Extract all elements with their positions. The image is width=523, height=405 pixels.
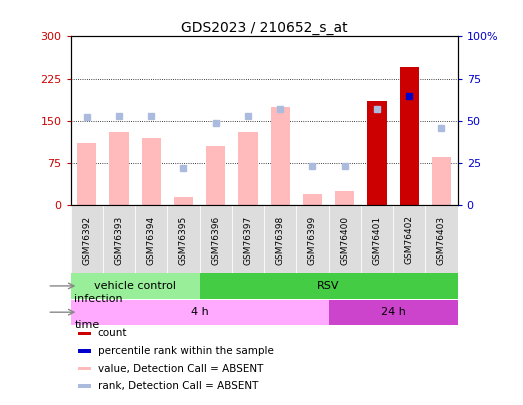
Bar xyxy=(303,194,322,205)
Bar xyxy=(361,205,393,273)
Text: count: count xyxy=(98,328,127,339)
Text: GSM76394: GSM76394 xyxy=(147,215,156,264)
Text: GSM76403: GSM76403 xyxy=(437,215,446,264)
Bar xyxy=(78,384,91,388)
Bar xyxy=(200,273,458,298)
Bar xyxy=(264,205,297,273)
Bar xyxy=(206,146,225,205)
Text: GSM76396: GSM76396 xyxy=(211,215,220,264)
Text: GSM76395: GSM76395 xyxy=(179,215,188,264)
Text: GSM76401: GSM76401 xyxy=(372,215,381,264)
Text: GSM76399: GSM76399 xyxy=(308,215,317,264)
Bar xyxy=(78,332,91,335)
Text: 24 h: 24 h xyxy=(381,307,405,317)
Text: infection: infection xyxy=(74,294,123,304)
Bar xyxy=(328,205,361,273)
Bar xyxy=(335,191,355,205)
Bar xyxy=(432,158,451,205)
Bar xyxy=(109,132,129,205)
Bar xyxy=(142,138,161,205)
Text: RSV: RSV xyxy=(317,281,340,291)
Bar xyxy=(270,107,290,205)
Bar xyxy=(71,273,200,298)
Text: GSM76398: GSM76398 xyxy=(276,215,285,264)
Text: percentile rank within the sample: percentile rank within the sample xyxy=(98,346,274,356)
Bar xyxy=(425,205,458,273)
Text: vehicle control: vehicle control xyxy=(94,281,176,291)
Text: value, Detection Call = ABSENT: value, Detection Call = ABSENT xyxy=(98,364,263,373)
Bar xyxy=(174,197,193,205)
Text: GSM76392: GSM76392 xyxy=(82,215,91,264)
Bar xyxy=(71,205,103,273)
Bar xyxy=(297,205,328,273)
Text: 4 h: 4 h xyxy=(191,307,209,317)
Title: GDS2023 / 210652_s_at: GDS2023 / 210652_s_at xyxy=(181,21,347,35)
Bar xyxy=(367,101,386,205)
Bar xyxy=(167,205,200,273)
Bar xyxy=(238,132,258,205)
Bar xyxy=(400,67,419,205)
Text: GSM76402: GSM76402 xyxy=(405,215,414,264)
Bar xyxy=(200,205,232,273)
Bar xyxy=(71,300,328,325)
Text: rank, Detection Call = ABSENT: rank, Detection Call = ABSENT xyxy=(98,381,258,391)
Text: GSM76393: GSM76393 xyxy=(115,215,123,264)
Bar xyxy=(77,143,96,205)
Bar xyxy=(78,349,91,353)
Text: time: time xyxy=(74,320,100,330)
Bar xyxy=(78,367,91,371)
Text: GSM76397: GSM76397 xyxy=(244,215,253,264)
Bar xyxy=(232,205,264,273)
Bar xyxy=(328,300,458,325)
Bar xyxy=(135,205,167,273)
Text: GSM76400: GSM76400 xyxy=(340,215,349,264)
Bar xyxy=(103,205,135,273)
Bar xyxy=(393,205,425,273)
